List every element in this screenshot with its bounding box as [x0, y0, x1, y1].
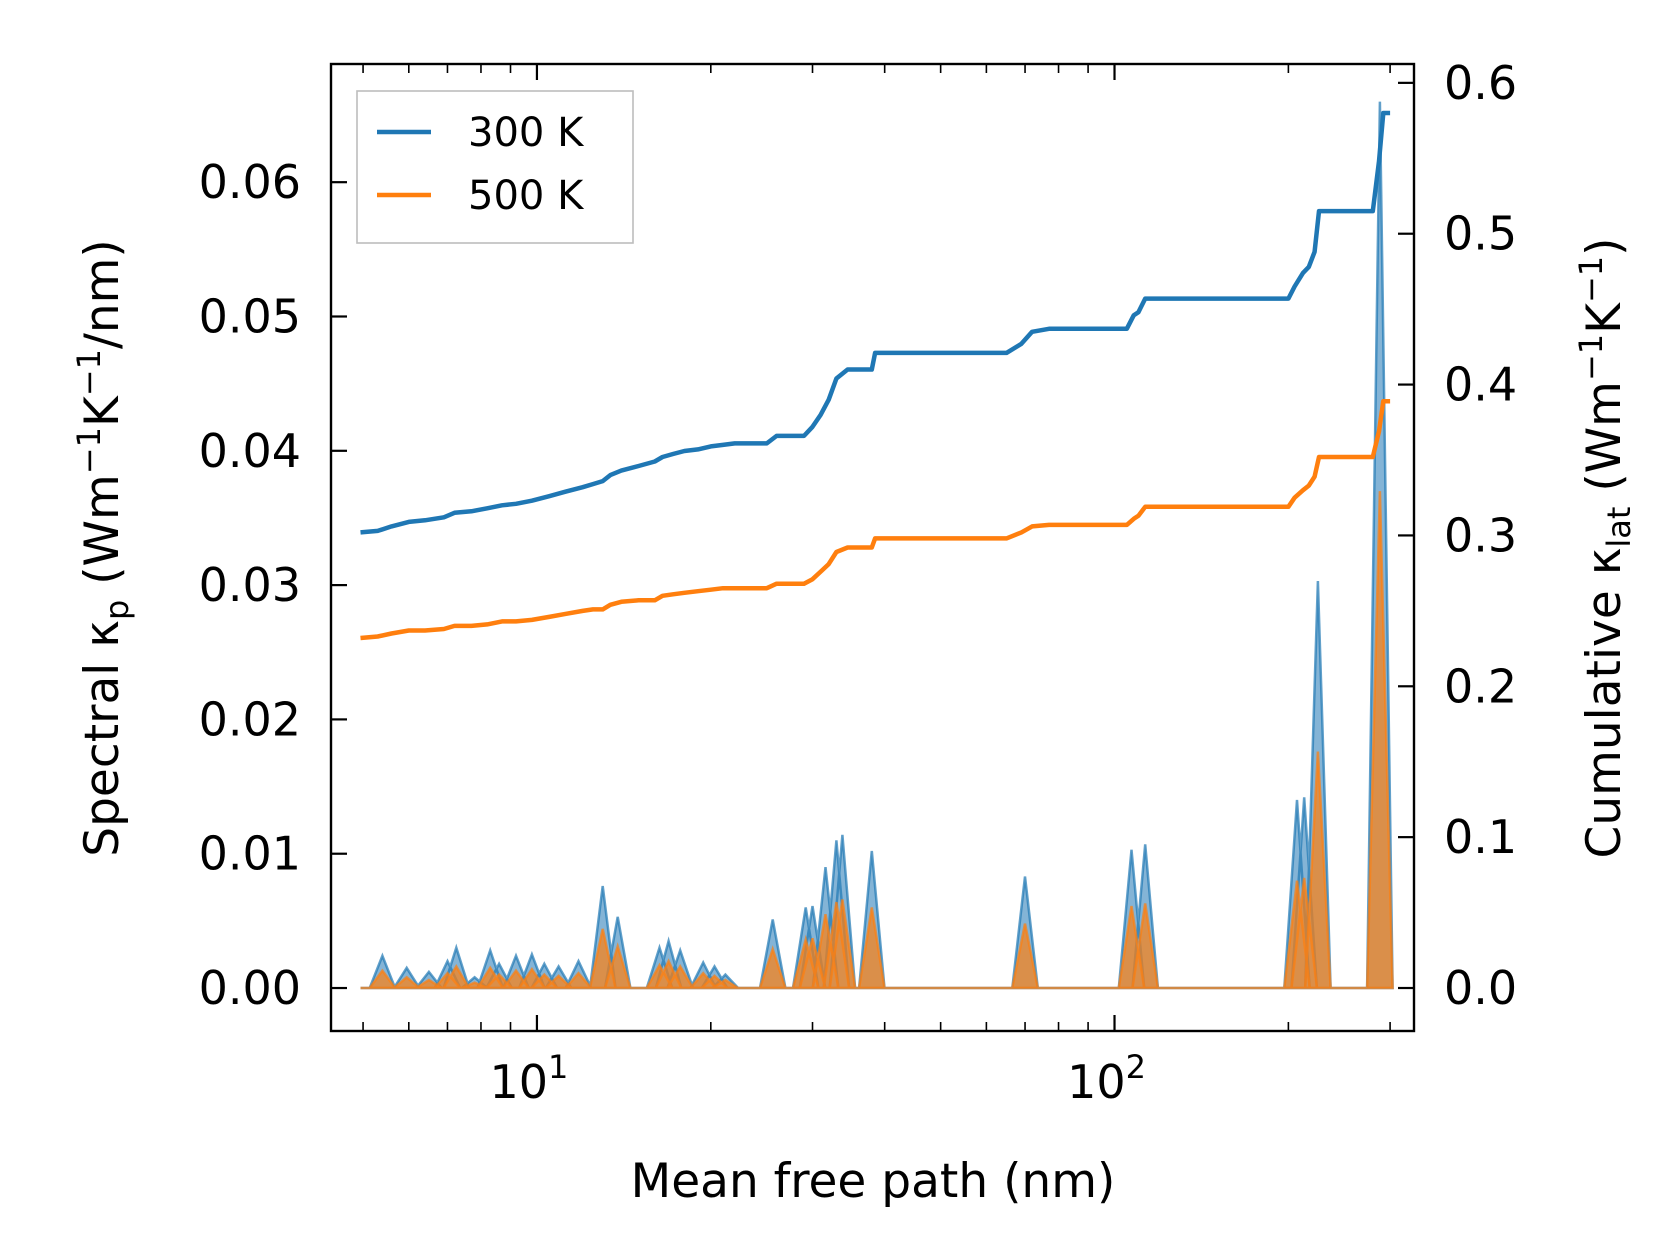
x-tick-label: 102: [1067, 1048, 1146, 1109]
left-y-tick-label: 0.01: [199, 827, 301, 881]
left-y-tick-label: 0.02: [199, 692, 301, 746]
right-y-tick-label: 0.4: [1444, 358, 1517, 412]
legend-frame: [356, 90, 634, 244]
axes-layer: 101 102 0.00 0.01 0.02 0.03 0.04 0.05 0.06 0.0 0.1…: [199, 56, 1518, 1109]
cumulative-line-300K: [360, 110, 1391, 535]
legend: 300 K 500 K: [356, 90, 634, 244]
cumulative-line-500K: [360, 398, 1391, 641]
right-y-tick-label: 0.0: [1444, 961, 1517, 1015]
legend-label-300K: 300 K: [468, 110, 585, 156]
left-y-tick-label: 0.04: [199, 424, 301, 478]
spectral-area-500K: [360, 491, 1394, 990]
spectral-layer: [360, 101, 1394, 990]
left-y-tick-label: 0.03: [199, 558, 301, 612]
right-y-tick-label: 0.2: [1444, 659, 1517, 713]
left-y-axis-title: Spectral κp (Wm−1K−1/nm): [70, 239, 136, 856]
right-y-tick-label: 0.5: [1444, 207, 1517, 261]
left-y-tick-label: 0.06: [199, 155, 301, 209]
left-y-tick-label: 0.05: [199, 289, 301, 343]
right-y-axis-title: Cumulative κlat (Wm−1K−1): [1572, 237, 1638, 858]
right-y-tick-label: 0.3: [1444, 508, 1517, 562]
cumulative-layer: [360, 110, 1391, 641]
left-y-tick-label: 0.00: [199, 961, 301, 1015]
legend-label-500K: 500 K: [468, 173, 585, 219]
plot-frame: [329, 62, 1416, 1033]
x-axis-title: Mean free path (nm): [631, 1154, 1116, 1209]
right-y-tick-label: 0.6: [1444, 56, 1517, 110]
x-tick-label: 101: [489, 1048, 568, 1109]
right-y-tick-label: 0.1: [1444, 810, 1517, 864]
